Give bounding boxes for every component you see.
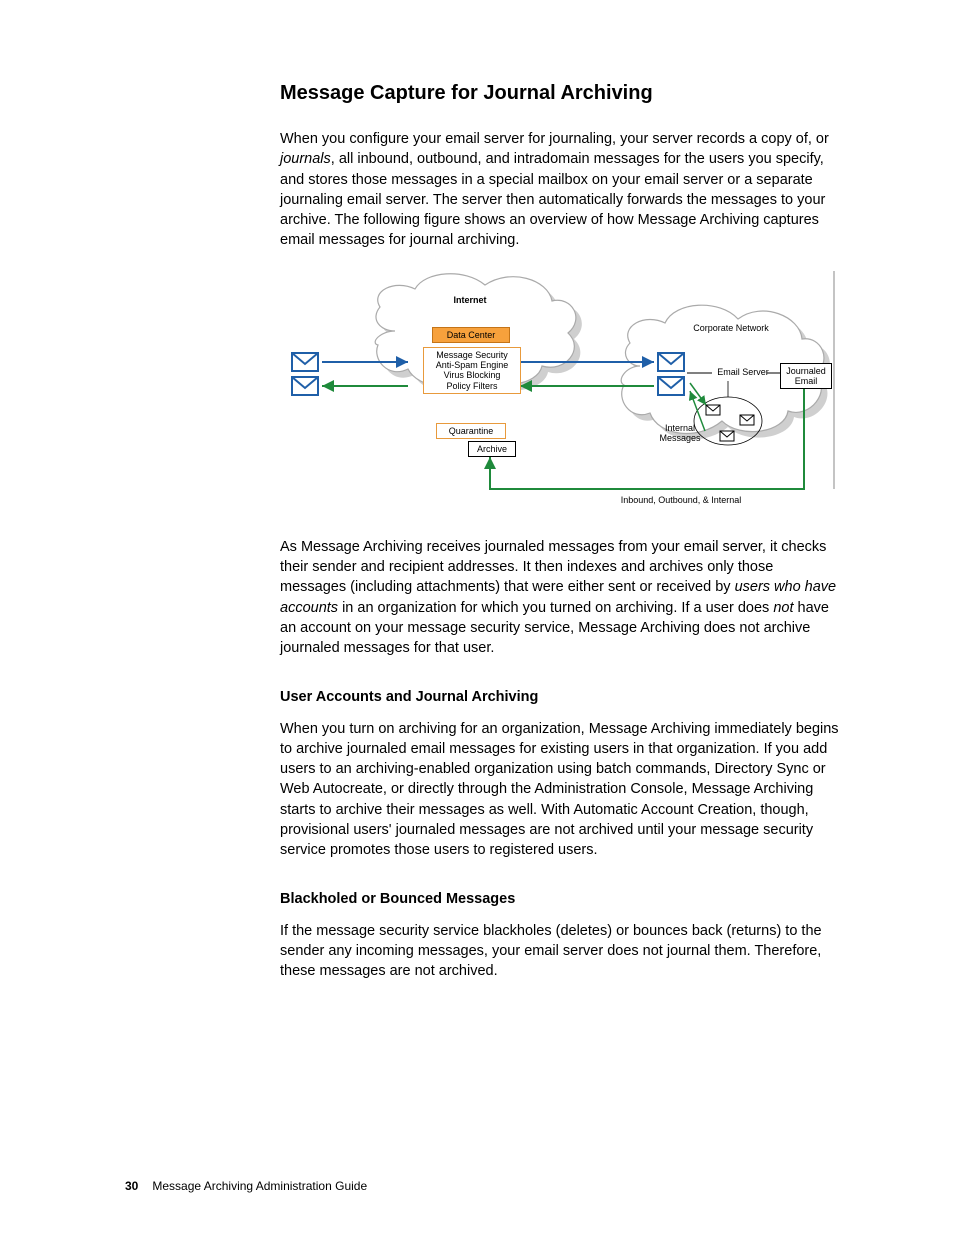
internal-messages-label: Internal Messages [650,423,710,444]
journaled-email-box: Journaled Email [780,363,832,390]
archive-box: Archive [468,441,516,457]
heading-blackholed: Blackholed or Bounced Messages [280,891,840,907]
page-number: 30 [125,1179,138,1193]
para2-em2: not [773,600,793,616]
paragraph-2: As Message Archiving receives journaled … [280,537,840,659]
internet-label: Internet [430,295,510,305]
data-center-box: Data Center [432,327,510,343]
heading-user-accounts: User Accounts and Journal Archiving [280,689,840,705]
page-footer: 30 Message Archiving Administration Guide [125,1179,367,1193]
para2-mid: in an organization for which you turned … [338,600,773,616]
paragraph-4: If the message security service blackhol… [280,921,840,982]
para1-em: journals [280,151,331,167]
page-title: Message Capture for Journal Archiving [280,82,840,105]
diagram-svg [280,271,835,531]
corp-network-label: Corporate Network [676,323,786,333]
security-box: Message Security Anti-Spam Engine Virus … [423,347,521,394]
architecture-diagram: Internet Data Center Message Security An… [280,271,835,531]
quarantine-box: Quarantine [436,423,506,439]
intro-paragraph: When you configure your email server for… [280,129,840,251]
flow-label: Inbound, Outbound, & Internal [596,495,766,505]
email-server-label: Email Server [714,367,772,377]
para1-post: , all inbound, outbound, and intradomain… [280,151,825,248]
paragraph-3: When you turn on archiving for an organi… [280,719,840,861]
para1-pre: When you configure your email server for… [280,131,829,147]
footer-text: Message Archiving Administration Guide [152,1179,367,1193]
